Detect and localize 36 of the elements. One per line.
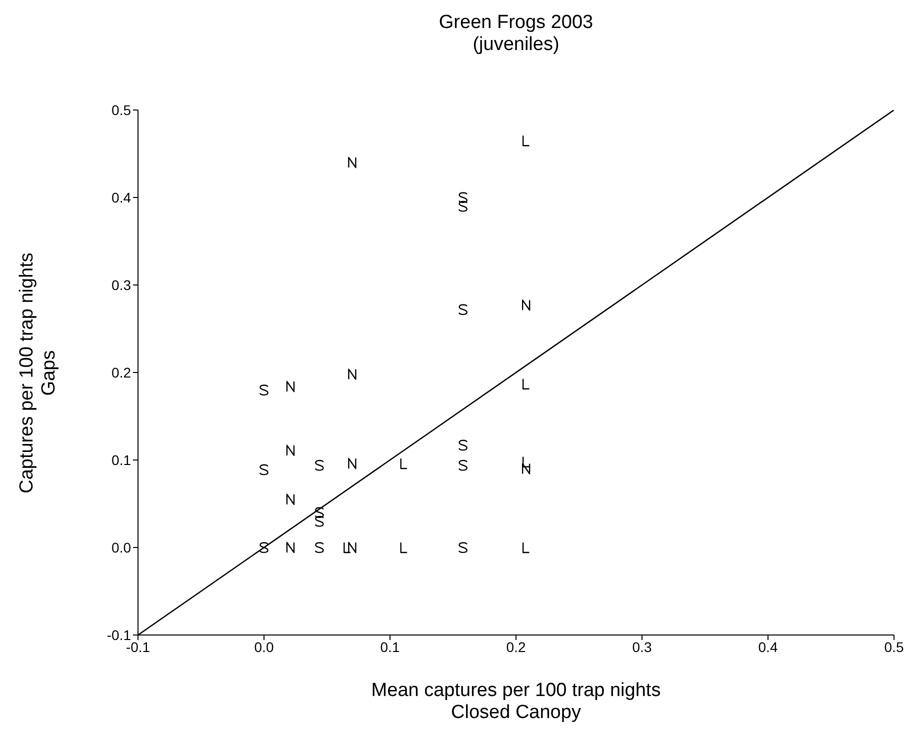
point: [286, 380, 295, 392]
y-axis-title: Captures per 100 trap nights Gaps: [16, 252, 60, 493]
point: [458, 304, 468, 316]
point: [314, 516, 324, 527]
point: [259, 384, 268, 396]
x-tick-label: 0.3: [632, 638, 652, 655]
point: [286, 444, 295, 456]
x-tick-label: 0.4: [758, 638, 778, 655]
point: [522, 300, 530, 311]
y-tick-label: 0.2: [112, 364, 132, 380]
point: [259, 542, 268, 554]
x-tick-label: 0.5: [884, 638, 904, 655]
point: [314, 507, 324, 518]
point: [259, 464, 268, 476]
point: [458, 192, 468, 204]
chart-title: Green Frogs 2003 (juveniles): [438, 12, 594, 56]
point: [286, 542, 295, 554]
point: [314, 460, 324, 471]
point: [348, 458, 356, 470]
point: [458, 542, 468, 554]
point: [286, 494, 295, 505]
point: [458, 440, 468, 451]
y-tick-label: 0.4: [112, 189, 132, 206]
point: [458, 200, 468, 212]
point: [348, 156, 356, 168]
y-tick-label: 0.3: [112, 276, 132, 293]
x-tick-label: 0.0: [254, 638, 274, 655]
point: [458, 460, 468, 471]
x-axis-title: Mean captures per 100 trap nights Closed Canopy: [370, 680, 662, 724]
y-tick-label: 0.5: [112, 102, 132, 118]
y-tick-label: 0.0: [112, 539, 132, 556]
x-tick-label: 0.1: [380, 638, 400, 655]
point: [314, 542, 324, 554]
y-tick-label: 0.1: [112, 452, 132, 468]
x-tick-label: 0.2: [506, 638, 526, 655]
point: [348, 368, 356, 380]
